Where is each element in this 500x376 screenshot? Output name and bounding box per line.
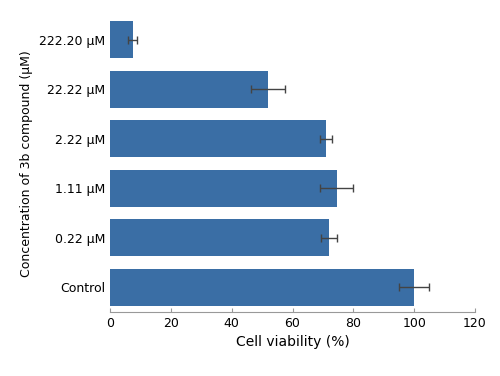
- Bar: [110, 21, 133, 58]
- Y-axis label: Concentration of 3b compound (μM): Concentration of 3b compound (μM): [20, 50, 34, 277]
- Bar: [110, 170, 336, 207]
- Bar: [110, 71, 268, 108]
- Bar: [110, 120, 326, 158]
- X-axis label: Cell viability (%): Cell viability (%): [236, 335, 350, 350]
- Bar: [110, 219, 329, 256]
- Bar: [110, 269, 414, 306]
